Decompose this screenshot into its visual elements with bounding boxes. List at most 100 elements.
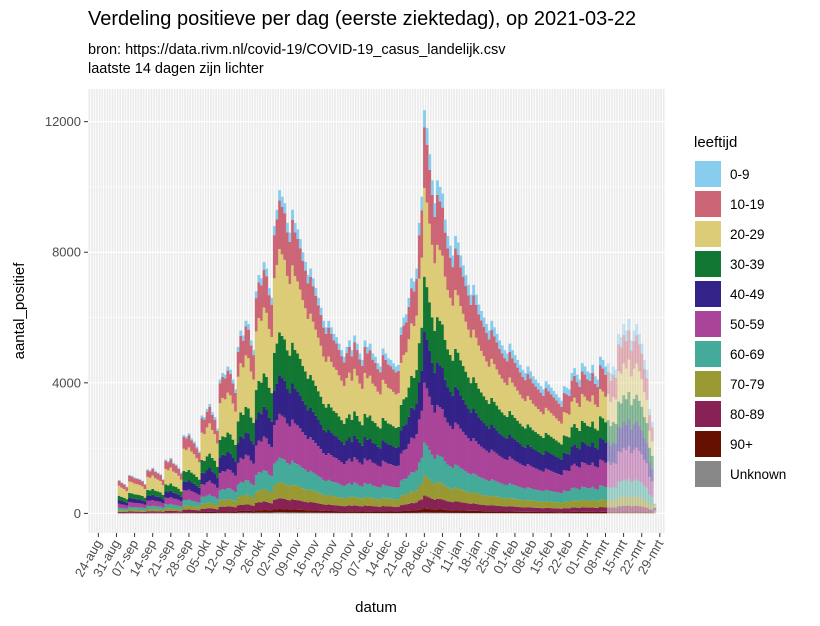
bar-segment-0-9: [487, 330, 491, 340]
bar-segment-20-29: [624, 368, 628, 400]
bar-segment-20-29: [402, 354, 406, 400]
bar-segment-80-89: [513, 506, 517, 512]
bar-segment-60-69: [487, 481, 491, 497]
bar-segment-40-49: [205, 470, 209, 483]
bar-segment-0-9: [573, 368, 577, 376]
bar-segment-40-49: [467, 408, 470, 439]
bar-segment-10-19: [420, 210, 424, 258]
bar-segment-0-9: [565, 387, 569, 395]
bar-segment-80-89: [389, 506, 393, 512]
bar-segment-80-89: [185, 509, 188, 513]
bar-segment-0-9: [635, 324, 639, 336]
bar-segment-90+: [547, 511, 551, 514]
bar-segment-50-59: [490, 449, 494, 480]
bar-segment-0-9: [182, 435, 186, 438]
bar-segment-60-69: [606, 486, 610, 500]
bar-segment-80-89: [498, 505, 501, 512]
bar-segment-30-39: [518, 423, 522, 444]
bar-segment-60-69: [521, 487, 525, 501]
bar-segment-30-39: [381, 417, 385, 441]
bar-segment-0-9: [280, 196, 284, 207]
bar-segment-50-59: [609, 464, 613, 489]
bar-segment-70-79: [456, 488, 460, 502]
bar-segment-40-49: [324, 432, 328, 456]
bar-segment-90+: [454, 510, 458, 513]
bar-segment-70-79: [298, 486, 302, 501]
bar-segment-40-49: [133, 498, 137, 503]
bar-segment-30-39: [166, 485, 170, 493]
bar-segment-40-49: [332, 435, 336, 458]
bar-segment-50-59: [557, 474, 561, 493]
bar-segment-50-59: [570, 465, 574, 489]
bar-segment-30-39: [146, 489, 150, 496]
bar-segment-40-49: [588, 446, 592, 466]
bar-segment-90+: [635, 511, 639, 514]
bar-segment-90+: [565, 512, 569, 514]
bar-segment-60-69: [327, 479, 331, 495]
bar-segment-50-59: [650, 481, 654, 497]
bar-segment-60-69: [200, 496, 204, 504]
bar-segment-10-19: [518, 372, 522, 395]
bar-segment-40-49: [425, 339, 429, 389]
bar-segment-0-9: [314, 288, 318, 296]
bar-segment-80-89: [518, 507, 522, 512]
bar-segment-80-89: [182, 509, 186, 513]
bar-segment-60-69: [588, 488, 592, 501]
bar-segment-90+: [570, 511, 574, 514]
bar-segment-10-19: [477, 314, 481, 346]
bar-segment-0-9: [479, 311, 483, 321]
bar-segment-20-29: [469, 337, 473, 384]
bar-segment-80-89: [622, 505, 626, 512]
bar-segment-10-19: [275, 219, 279, 265]
bar-segment-90+: [596, 512, 600, 514]
bar-segment-80-89: [117, 511, 121, 513]
bar-segment-60-69: [216, 498, 219, 506]
bar-segment-30-39: [348, 414, 351, 438]
bar-segment-20-29: [283, 259, 287, 340]
bar-segment-10-19: [327, 327, 331, 357]
bar-segment-0-9: [547, 384, 551, 392]
bar-segment-60-69: [542, 491, 545, 502]
bar-segment-0-9: [185, 436, 188, 439]
bar-segment-80-89: [304, 501, 307, 511]
bar-segment-40-49: [630, 429, 633, 454]
bar-segment-90+: [604, 511, 608, 514]
bar-segment-60-69: [262, 469, 266, 489]
bar-segment-70-79: [218, 500, 222, 507]
bar-segment-60-69: [479, 477, 483, 495]
bar-segment-10-19: [267, 295, 271, 329]
bar-segment-90+: [309, 510, 313, 513]
bar-segment-30-39: [337, 416, 341, 440]
bar-segment-70-79: [539, 501, 543, 509]
bar-segment-20-29: [164, 468, 168, 485]
bar-segment-70-79: [226, 499, 230, 507]
bar-segment-0-9: [650, 422, 654, 428]
bar-segment-60-69: [234, 492, 238, 502]
bar-segment-50-59: [319, 449, 323, 478]
bar-segment-50-59: [252, 463, 256, 486]
bar-segment-20-29: [216, 443, 219, 467]
bar-segment-20-29: [505, 385, 509, 418]
bar-segment-70-79: [283, 483, 287, 499]
bar-segment-0-9: [223, 374, 227, 379]
bar-segment-40-49: [441, 368, 445, 410]
bar-segment-60-69: [425, 445, 429, 478]
bar-segment-50-59: [379, 466, 382, 488]
bar-segment-10-19: [531, 383, 535, 404]
bar-segment-0-9: [518, 364, 522, 373]
bar-segment-50-59: [479, 446, 483, 478]
bar-segment-80-89: [187, 509, 191, 513]
bar-segment-70-79: [239, 495, 243, 505]
bar-segment-20-29: [156, 479, 160, 492]
bar-segment-20-29: [472, 329, 476, 378]
bar-segment-70-79: [353, 496, 357, 506]
bar-segment-90+: [645, 511, 649, 514]
legend-item: Unknown: [694, 459, 786, 489]
bar-segment-50-59: [624, 450, 628, 481]
bar-segment-50-59: [210, 483, 214, 497]
bar-segment-70-79: [627, 495, 631, 506]
bar-segment-70-79: [291, 484, 295, 500]
bar-segment-50-59: [172, 498, 175, 505]
bar-segment-90+: [578, 511, 582, 514]
bar-segment-60-69: [141, 507, 144, 511]
